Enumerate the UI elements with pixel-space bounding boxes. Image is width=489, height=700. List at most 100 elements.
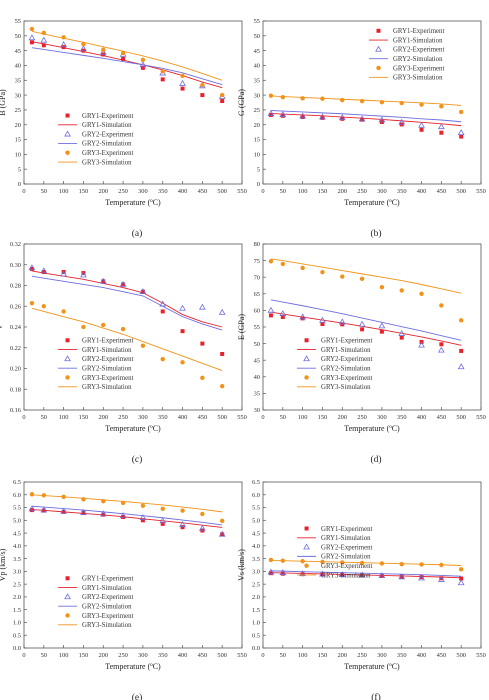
data-point [320,115,325,120]
x-tick-label: 250 [357,652,367,659]
y-tick-label: 0.16 [10,407,21,414]
data-point [458,567,464,572]
y-axis-title: G (GPa) [237,89,246,116]
panel-label: (a) [132,228,143,239]
data-point [419,102,424,107]
y-tick-label: 15 [254,137,260,144]
chart-panel-f: 0 50 100 150 200 250 300 350 400 450 500 550 0.0 0.5 1… [237,479,486,700]
x-tick-label: 500 [456,652,466,659]
y-axis-title: E (GPa) [237,314,246,340]
y-tick-label: 40 [15,63,21,70]
data-point [399,335,404,340]
legend-entry: GRY3-Experiment [65,375,134,382]
legend-marker [304,526,309,531]
data-point [358,571,366,578]
y-tick-label: 2.0 [13,594,21,601]
y-tick-label: 50 [254,33,260,40]
x-tick-label: 0 [22,414,25,421]
legend-label: GRY2-Simulation [82,141,132,148]
data-point [198,524,206,531]
legend-marker [303,543,310,550]
data-point [267,568,275,575]
series-gry2-experiment [267,110,465,136]
y-tick-label: 6.5 [252,479,260,486]
y-tick-label: 4.5 [252,530,260,537]
x-tick-label: 200 [98,188,108,195]
y-tick-label: 6.5 [13,479,21,486]
data-point [28,264,36,271]
legend-label: GRY2-Simulation [321,365,371,372]
data-point [220,532,225,537]
data-point [359,98,365,104]
x-tick-label: 100 [59,188,69,195]
data-point [99,277,107,284]
x-tick-label: 550 [237,188,247,195]
simulation-line [270,299,462,341]
x-tick-label: 400 [417,414,427,421]
data-point [338,571,346,578]
data-point [160,506,165,512]
chart-panel-a: 0 50 100 150 200 250 300 350 400 450 500 550 0 5 10 15 2… [0,18,247,239]
y-tick-label: 50 [15,33,21,40]
data-point [437,346,445,353]
data-point [40,267,48,274]
series-gry2-experiment [267,306,465,370]
y-tick-label: 1.5 [252,607,260,614]
x-tick-label: 300 [377,188,387,195]
legend-label: GRY2-Simulation [321,554,371,561]
y-axis-title: B (GPa) [0,89,7,116]
x-tick-label: 550 [237,652,247,659]
data-point [457,579,465,586]
series-gry3-simulation [31,30,223,81]
legend-entry: GRY2-Simulation [369,56,443,63]
x-tick-label: 450 [437,414,447,421]
data-point [399,562,404,567]
legend-entry: GRY2-Experiment [375,45,444,54]
data-point [437,123,445,130]
data-point [140,65,145,70]
data-point [319,570,326,577]
y-tick-label: 1.0 [13,620,21,627]
series-gry2-simulation [270,110,462,123]
legend-entry: GRY2-Simulation [58,603,132,610]
legend-label: GRY3-Experiment [321,375,372,382]
y-tick-label: 10 [15,152,21,159]
data-point [81,324,86,330]
data-point [160,521,165,526]
legend-label: GRY1-Simulation [82,585,132,592]
legend-marker [376,65,381,71]
data-point [101,279,106,284]
data-point [140,289,145,294]
series-gry2-simulation [31,47,223,86]
legend-label: GRY1-Simulation [82,122,132,129]
legend-label: GRY1-Experiment [321,526,372,533]
x-tick-label: 300 [377,652,387,659]
legend-label: GRY1-Experiment [393,28,444,35]
legend-entry: GRY2-Simulation [297,365,371,372]
data-point [279,569,287,575]
legend-marker [65,338,70,343]
x-tick-label: 150 [79,414,89,421]
data-point [160,69,165,74]
simulation-line [31,30,223,81]
legend-label: GRY1-Simulation [393,37,443,44]
data-point [29,492,35,497]
y-tick-label: 50 [254,341,260,348]
data-point [280,571,285,576]
x-tick-label: 0 [261,652,264,659]
data-point [300,265,305,271]
series-gry3-simulation [270,95,462,106]
y-tick-label: 80 [254,241,260,248]
data-point [358,320,366,327]
legend-entry: GRY2-Experiment [64,593,134,601]
data-point [139,288,147,295]
x-tick-label: 50 [280,188,286,195]
data-point [340,116,345,121]
chart-panel-e: 0 50 100 150 200 250 300 350 400 450 500 550 0.0 0.5 1… [0,479,247,700]
x-tick-label: 0 [22,188,25,195]
y-tick-label: 55 [254,324,260,331]
x-tick-label: 450 [437,652,447,659]
data-point [358,115,366,122]
panel-label: (e) [132,692,143,700]
